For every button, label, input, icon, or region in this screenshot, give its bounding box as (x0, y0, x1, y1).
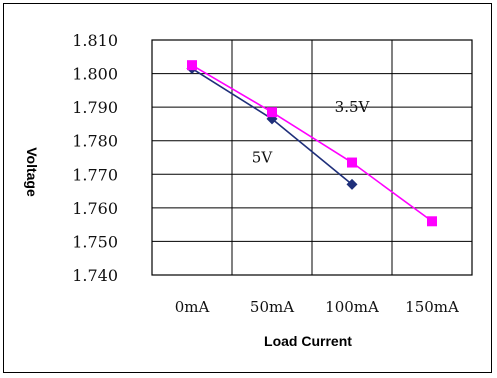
y-tick-label: 1.780 (72, 132, 118, 151)
data-point-square (427, 216, 437, 227)
data-point-square (267, 107, 277, 118)
series-name-label: 3.5V (335, 98, 371, 116)
x-tick-label: 150mA (405, 298, 459, 316)
y-tick-label: 1.790 (72, 98, 118, 117)
series-line (191, 64, 433, 222)
y-tick-label: 1.760 (72, 199, 118, 218)
chart-frame (3, 3, 492, 373)
data-point-square (347, 157, 357, 168)
data-point-square (187, 60, 197, 71)
x-axis-title: Load Current (264, 333, 352, 349)
y-tick-label: 1.800 (72, 65, 118, 84)
y-axis-title: Voltage (24, 147, 40, 197)
y-tick-label: 1.770 (72, 165, 118, 184)
series-group (186, 60, 437, 227)
y-tick-label: 1.810 (72, 31, 118, 50)
y-axis-tick-labels: 1.810 1.800 1.790 1.780 1.770 1.760 1.750 1.740 (72, 31, 118, 285)
plot-grid (151, 39, 473, 276)
y-tick-label: 1.750 (72, 232, 118, 251)
x-axis-tick-labels: 0mA 50mA 100mA 150mA (175, 298, 459, 316)
x-tick-label: 100mA (325, 298, 379, 316)
series-labels: 5V 3.5V (252, 98, 371, 166)
x-tick-label: 0mA (175, 298, 210, 316)
y-tick-label: 1.740 (72, 266, 118, 285)
data-point-diamond (346, 178, 358, 190)
series-line (191, 67, 353, 185)
series-name-label: 5V (252, 149, 274, 167)
x-tick-label: 50mA (250, 298, 294, 316)
